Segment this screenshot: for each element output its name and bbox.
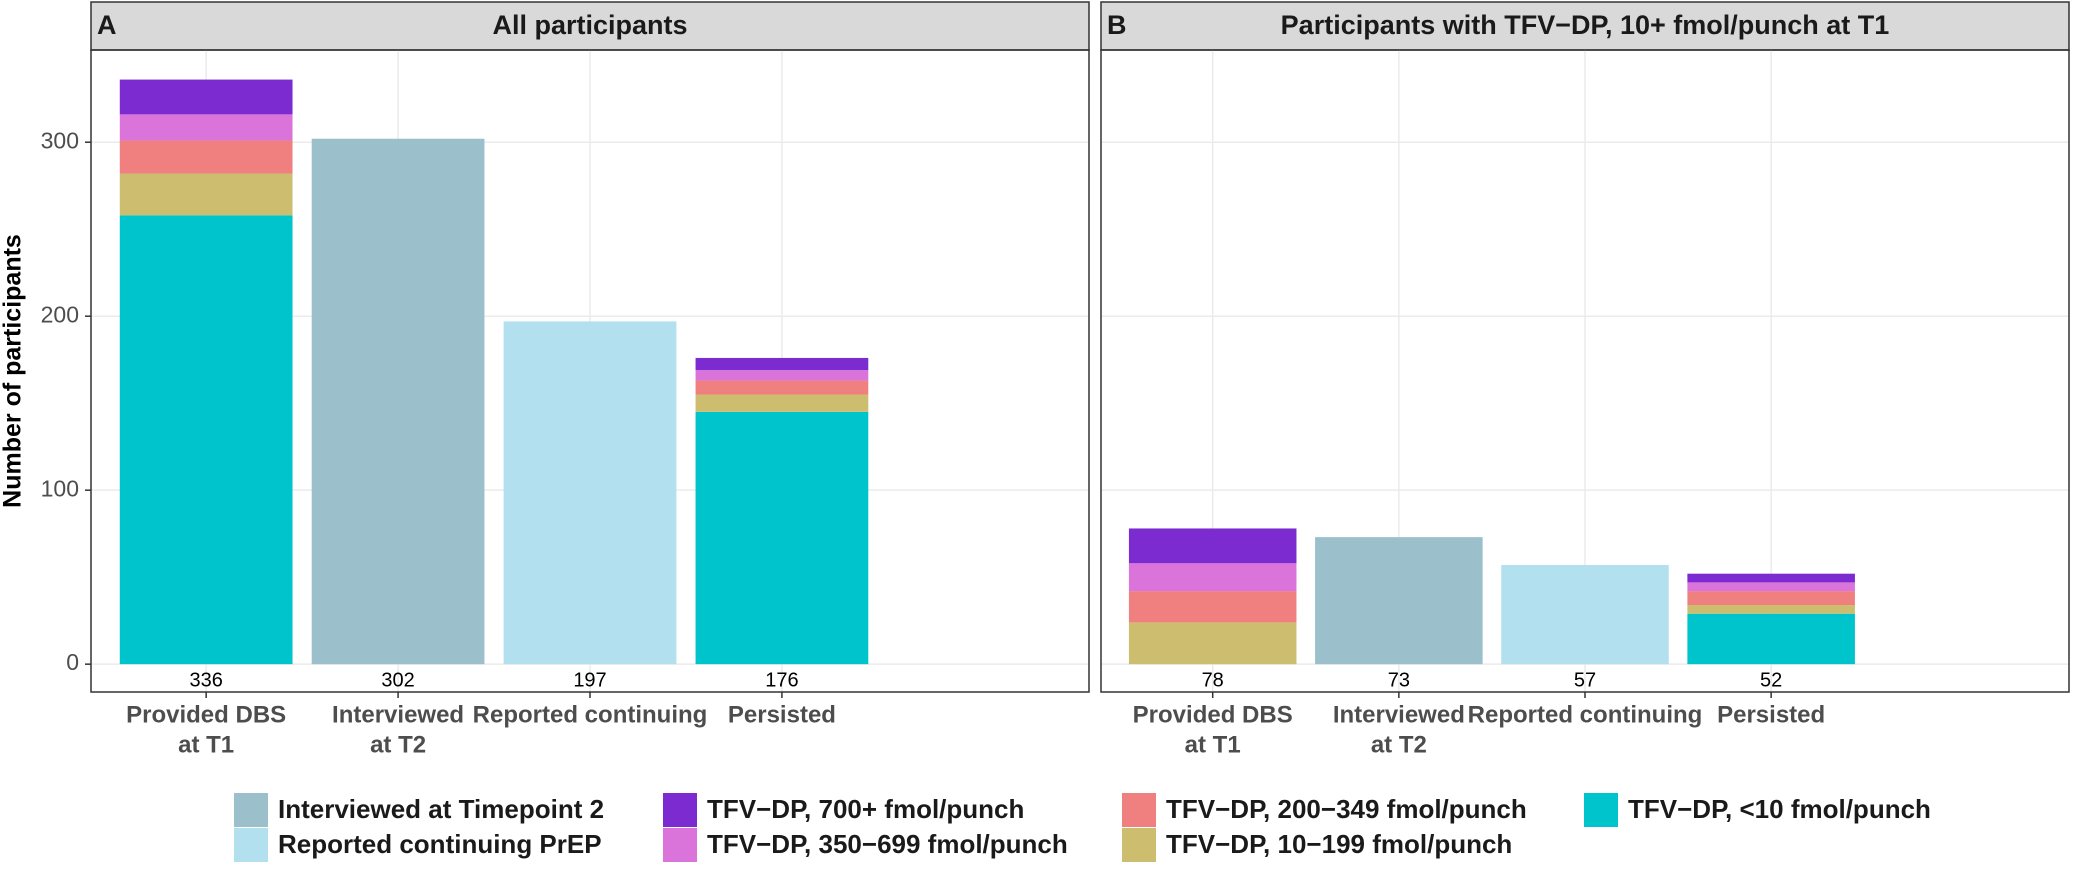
panel-title: Participants with TFV−DP, 10+ fmol/punch… bbox=[1281, 10, 1890, 40]
bar-segment bbox=[1128, 622, 1297, 665]
bar-label: 78 bbox=[1202, 669, 1224, 691]
y-tick-label: 0 bbox=[66, 649, 79, 675]
legend-label: TFV−DP, 10−199 fmol/punch bbox=[1166, 829, 1512, 859]
y-tick-label: 100 bbox=[41, 475, 79, 501]
legend-key bbox=[663, 828, 697, 862]
bar-segment bbox=[119, 79, 293, 115]
strip bbox=[1100, 1, 2070, 51]
bar-segment bbox=[1687, 605, 1855, 614]
bar-segment bbox=[119, 114, 293, 141]
y-tick-label: 300 bbox=[41, 127, 79, 153]
bar-label: 336 bbox=[189, 669, 222, 691]
y-tick-label: 200 bbox=[41, 301, 79, 327]
bar-segment bbox=[1687, 591, 1855, 606]
legend-key bbox=[1122, 828, 1156, 862]
x-tick-label: Provided DBS bbox=[1133, 701, 1293, 728]
legend-label: Reported continuing PrEP bbox=[278, 829, 602, 859]
y-axis-label: Number of participants bbox=[0, 234, 27, 508]
bar-segment bbox=[695, 380, 869, 395]
bar-segment bbox=[311, 138, 485, 665]
bar-segment bbox=[119, 140, 293, 174]
legend-key bbox=[1122, 793, 1156, 827]
legend-label: TFV−DP, 200−349 fmol/punch bbox=[1166, 794, 1527, 824]
x-tick-label: at T2 bbox=[370, 731, 426, 758]
bar-segment bbox=[119, 215, 293, 665]
legend-key bbox=[663, 793, 697, 827]
bar-label: 302 bbox=[381, 669, 414, 691]
bar-label: 176 bbox=[765, 669, 798, 691]
x-tick-label: at T2 bbox=[1371, 731, 1427, 758]
panel-border bbox=[90, 49, 1090, 693]
legend-label: TFV−DP, 350−699 fmol/punch bbox=[707, 829, 1068, 859]
x-tick-label: at T1 bbox=[1185, 731, 1241, 758]
x-tick-label: at T1 bbox=[178, 731, 234, 758]
strip bbox=[90, 1, 1090, 51]
bar-segment bbox=[695, 394, 869, 412]
x-tick-label: Persisted bbox=[1717, 701, 1825, 728]
panel-title: All participants bbox=[492, 10, 687, 40]
bar-segment bbox=[1501, 564, 1669, 665]
x-tick-label: Interviewed bbox=[1333, 701, 1465, 728]
x-tick-label: Reported continuing bbox=[1468, 701, 1703, 728]
bar-label: 73 bbox=[1388, 669, 1410, 691]
bar-label: 197 bbox=[573, 669, 606, 691]
bar-segment bbox=[695, 411, 869, 665]
legend-key bbox=[234, 793, 268, 827]
bar-segment bbox=[1128, 563, 1297, 592]
bar-segment bbox=[1687, 582, 1855, 592]
bar-segment bbox=[1687, 613, 1855, 665]
bar-segment bbox=[503, 321, 677, 665]
legend-label: TFV−DP, 700+ fmol/punch bbox=[707, 794, 1024, 824]
legend-key bbox=[234, 828, 268, 862]
x-tick-label: Reported continuing bbox=[473, 701, 708, 728]
bar-segment bbox=[119, 173, 293, 216]
x-tick-label: Provided DBS bbox=[126, 701, 286, 728]
bar-segment bbox=[1128, 591, 1297, 623]
bar-label: 52 bbox=[1760, 669, 1782, 691]
panel-letter: B bbox=[1107, 10, 1127, 40]
bar-segment bbox=[1128, 528, 1297, 564]
legend-label: TFV−DP, <10 fmol/punch bbox=[1628, 794, 1931, 824]
bar-segment bbox=[695, 370, 869, 381]
bar-segment bbox=[1687, 573, 1855, 583]
legend-label: Interviewed at Timepoint 2 bbox=[278, 794, 604, 824]
panel-letter: A bbox=[97, 10, 117, 40]
bar-label: 57 bbox=[1574, 669, 1596, 691]
x-tick-label: Interviewed bbox=[332, 701, 464, 728]
bar-segment bbox=[695, 357, 869, 371]
panel-border bbox=[1100, 49, 2070, 693]
legend-key bbox=[1584, 793, 1618, 827]
bar-segment bbox=[1315, 537, 1483, 665]
x-tick-label: Persisted bbox=[728, 701, 836, 728]
